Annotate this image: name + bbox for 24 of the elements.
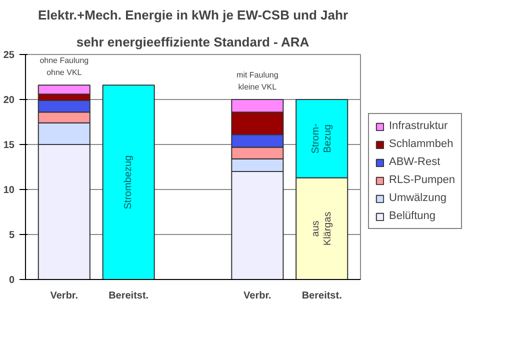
legend-label: RLS-Pumpen	[389, 174, 456, 186]
chart-subtitle: sehr energieeffiziente Standard - ARA	[76, 34, 310, 50]
legend-label: Schlammbeh	[389, 138, 454, 150]
legend-label: Umwälzung	[389, 192, 446, 204]
x-tick-label: Verbr.	[50, 290, 78, 302]
y-tick-label: 5	[8, 230, 15, 241]
x-tick-label: Bereitst.	[108, 290, 149, 302]
annotation: ohne Faulung ohne VKL	[40, 56, 89, 78]
annotation: Strom- Bezug	[310, 124, 334, 154]
y-tick-label: 15	[3, 140, 15, 151]
legend-label: Infrastruktur	[389, 120, 448, 132]
y-tick-label: 10	[3, 185, 15, 196]
y-tick-label: 25	[3, 50, 15, 61]
legend-label: ABW-Rest	[389, 156, 440, 168]
y-tick-label: 0	[8, 275, 15, 286]
y-tick-label: 20	[3, 95, 15, 106]
annotation: Strombezug	[123, 155, 134, 210]
annotation: mit Faulung kleine VKL	[236, 70, 278, 92]
x-tick-label: Verbr.	[244, 290, 272, 302]
legend-label: Belüftung	[389, 210, 436, 222]
annotation: aus Klärgas	[310, 212, 334, 246]
bar	[102, 84, 155, 280]
chart-title: Elektr.+Mech. Energie in kWh je EW-CSB und Jahr	[38, 8, 348, 22]
x-tick-label: Bereitst.	[302, 290, 342, 302]
